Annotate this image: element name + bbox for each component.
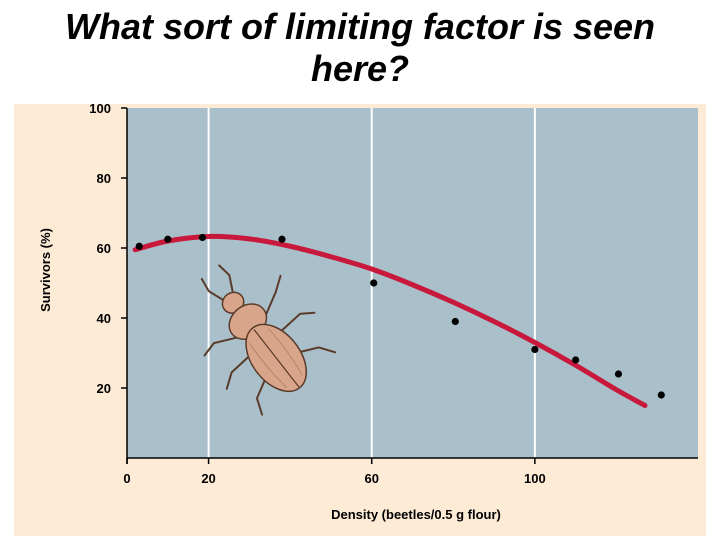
y-axis-label: Survivors (%) bbox=[38, 228, 53, 312]
data-point bbox=[614, 370, 623, 378]
data-point bbox=[135, 242, 143, 250]
data-point bbox=[278, 235, 286, 243]
trend-curve bbox=[132, 233, 648, 408]
x-axis-label: Density (beetles/0.5 g flour) bbox=[331, 507, 501, 522]
data-point bbox=[198, 233, 207, 242]
y-tick-label: 40 bbox=[97, 311, 111, 326]
tick-labels: 20 40 60 80 100 0 20 60 100 bbox=[89, 101, 545, 486]
y-tick-label: 100 bbox=[89, 101, 111, 116]
flour-beetle-icon bbox=[200, 264, 337, 416]
data-point bbox=[531, 345, 539, 354]
y-tick-label: 20 bbox=[97, 381, 111, 396]
slide-title: What sort of limiting factor is seen her… bbox=[0, 6, 720, 90]
data-point bbox=[370, 279, 378, 287]
slide-title-line-1: What sort of limiting factor is seen bbox=[64, 6, 656, 47]
data-point bbox=[451, 317, 459, 326]
axes bbox=[121, 107, 698, 464]
x-tick-label: 60 bbox=[364, 471, 378, 486]
y-tick-label: 60 bbox=[97, 241, 111, 256]
x-tick-label: 0 bbox=[123, 471, 130, 486]
data-point bbox=[657, 391, 665, 399]
data-points bbox=[135, 233, 665, 399]
data-point bbox=[164, 235, 172, 243]
x-tick-label: 100 bbox=[524, 471, 546, 486]
x-tick-label: 20 bbox=[201, 471, 215, 486]
slide-title-line-2: here? bbox=[310, 48, 410, 89]
data-point bbox=[572, 356, 580, 364]
y-tick-label: 80 bbox=[97, 171, 111, 186]
